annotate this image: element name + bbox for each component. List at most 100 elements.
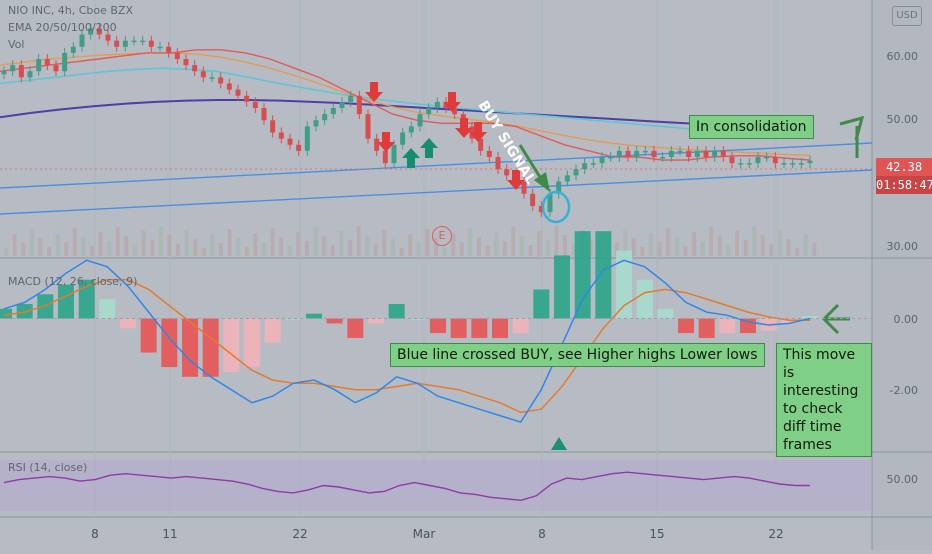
volume-bar — [330, 245, 335, 256]
candle-body — [209, 77, 215, 79]
macd-histogram-bar — [326, 318, 343, 324]
price-tick: 60.00 — [886, 50, 919, 63]
candle-body — [738, 163, 744, 165]
sell-arrow — [455, 118, 473, 138]
volume-bar — [313, 227, 318, 256]
volume-bar — [786, 239, 791, 256]
candle-body — [10, 65, 16, 72]
sell-arrow — [377, 132, 395, 152]
time-label: 22 — [768, 527, 784, 541]
time-label: Mar — [412, 527, 436, 541]
volume-bar — [769, 244, 774, 256]
volume-bar — [485, 246, 490, 256]
consolidation-note: In consolidation — [689, 115, 814, 139]
macd-histogram-bar — [120, 318, 136, 329]
candle-body — [36, 59, 42, 72]
candle-body — [174, 52, 180, 59]
volume-bar — [588, 239, 593, 256]
candle-body — [105, 34, 111, 41]
volume-bar — [219, 243, 223, 256]
crossover-marker — [551, 437, 567, 450]
macd-line — [3, 259, 811, 423]
volume-bar — [657, 242, 662, 256]
volume-bar — [227, 229, 232, 256]
volume-bar — [795, 248, 800, 256]
candle-body — [62, 52, 68, 72]
macd-histogram-bar — [574, 231, 591, 319]
candle-body — [88, 28, 94, 35]
volume-bar — [649, 233, 653, 256]
macd-histogram-bar — [388, 303, 405, 319]
candle-body — [746, 163, 752, 165]
candle-body — [114, 40, 120, 47]
candle-body — [70, 46, 76, 53]
candle-body — [18, 65, 24, 78]
candle-body — [798, 163, 804, 165]
volume-bar — [236, 238, 241, 256]
volume-bar — [425, 229, 430, 256]
volume-bar — [72, 228, 77, 256]
candle-body — [296, 144, 302, 151]
candle-body — [807, 160, 813, 164]
candle-body — [781, 163, 787, 165]
macd-histogram-bar — [554, 255, 570, 319]
macd-histogram-bar — [37, 294, 54, 319]
candle-body — [304, 126, 310, 151]
macd-histogram-bar — [409, 318, 426, 320]
volume-bar — [287, 246, 292, 256]
volume-bar — [253, 233, 258, 256]
volume-bar — [270, 228, 275, 256]
volume-bar — [133, 245, 137, 256]
macd-histogram-bar — [430, 318, 446, 334]
vol-legend: Vol — [8, 38, 25, 51]
volume-bar — [451, 233, 456, 256]
time-label: 8 — [91, 527, 99, 541]
candle-body — [556, 181, 562, 194]
candle-body — [712, 150, 718, 157]
volume-bar — [98, 232, 103, 256]
macd-histogram-bar — [616, 250, 632, 319]
volume-bar — [4, 248, 8, 256]
earnings-marker[interactable]: E — [432, 226, 452, 246]
volume-bar — [752, 226, 757, 256]
candle-body — [166, 46, 172, 53]
currency-button[interactable]: USD — [892, 6, 922, 26]
candle-body — [356, 95, 362, 115]
volume-bar — [666, 228, 671, 256]
macd-histogram-bar — [636, 279, 653, 319]
candle-body — [183, 59, 189, 66]
candle-body — [651, 150, 657, 157]
volume-bar — [623, 229, 628, 256]
volume-bar — [373, 244, 378, 256]
volume-bar — [322, 236, 327, 256]
rsi-line — [3, 471, 810, 502]
ema200-line — [0, 99, 811, 128]
volume-bar — [717, 236, 722, 256]
volume-bar — [107, 241, 112, 256]
macd-histogram-bar — [306, 313, 322, 319]
volume-bar — [502, 241, 507, 256]
ema-legend: EMA 20/50/100/200 — [8, 21, 117, 34]
candle-body — [504, 169, 510, 176]
volume-bar — [563, 235, 567, 256]
volume-bar — [365, 235, 370, 256]
volume-bar — [812, 243, 817, 256]
volume-bar — [21, 243, 26, 256]
sell-arrow — [365, 82, 383, 102]
candle-body — [148, 40, 154, 47]
volume-bar — [29, 229, 34, 256]
volume-bar — [545, 240, 550, 256]
volume-bar — [339, 231, 344, 256]
macd-histogram-bar — [223, 318, 240, 372]
volume-bar — [262, 242, 266, 256]
macd-note: Blue line crossed BUY, see Higher highs … — [390, 343, 765, 367]
sell-arrow — [469, 122, 487, 142]
volume-bar — [184, 230, 189, 256]
volume-bar — [348, 240, 352, 256]
candle-body — [417, 114, 423, 127]
volume-bar — [55, 233, 60, 256]
candle-body — [668, 150, 674, 157]
macd-histogram-bar — [182, 318, 198, 377]
